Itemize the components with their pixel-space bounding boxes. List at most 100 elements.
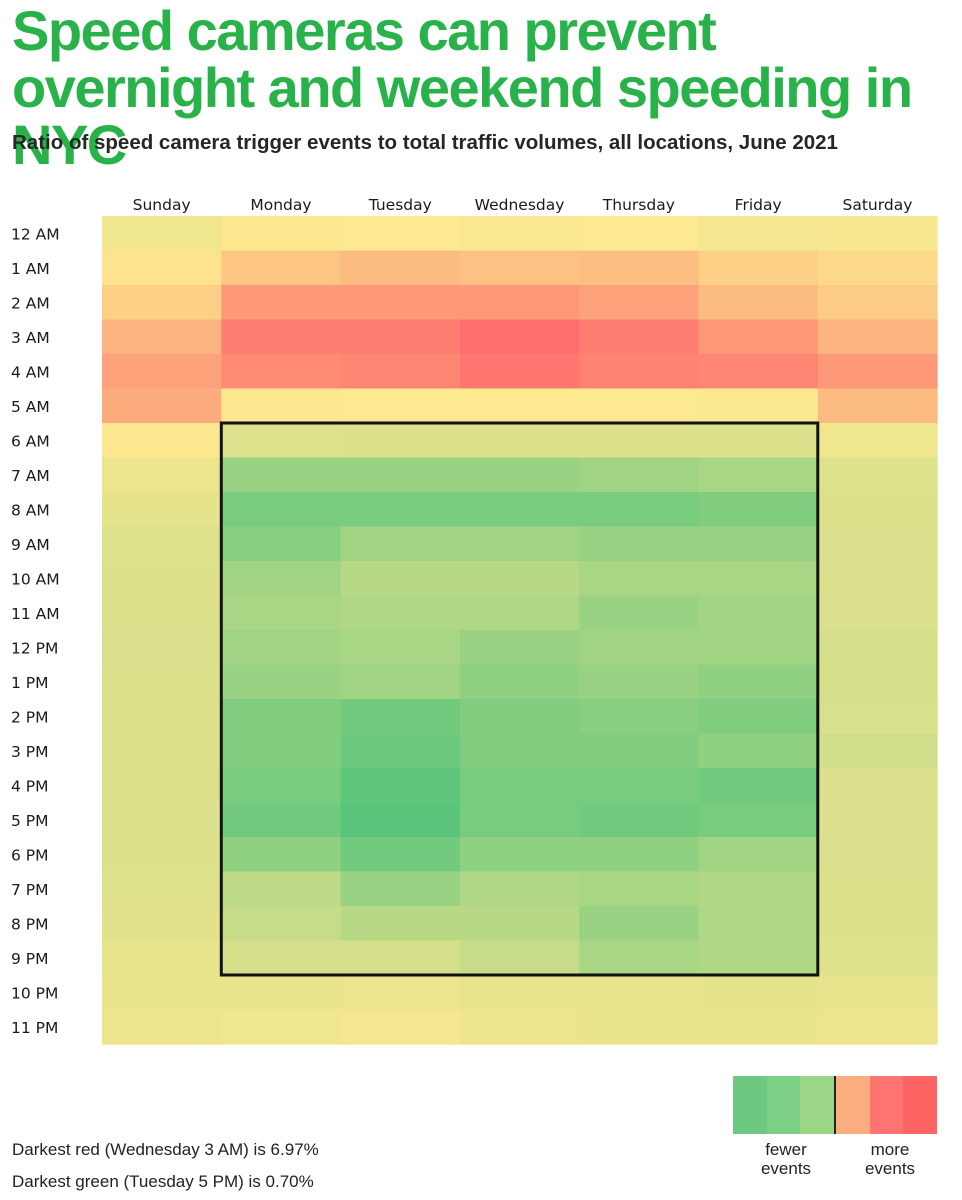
heatmap-cell bbox=[459, 664, 580, 700]
heatmap-cell bbox=[221, 906, 342, 942]
hour-label: 7 PM bbox=[11, 881, 49, 899]
heatmap-cell bbox=[817, 975, 938, 1011]
heatmap-cell bbox=[221, 388, 342, 424]
heatmap-cell bbox=[698, 595, 819, 631]
heatmap-cell bbox=[579, 285, 700, 321]
legend-high-label: more events bbox=[864, 1140, 916, 1178]
heatmap-cell bbox=[698, 526, 819, 562]
heatmap-cell bbox=[817, 871, 938, 907]
heatmap-cell bbox=[579, 733, 700, 769]
heatmap-cell bbox=[579, 561, 700, 597]
heatmap-cell bbox=[221, 975, 342, 1011]
heatmap-cell bbox=[698, 423, 819, 459]
heatmap-cell bbox=[340, 733, 461, 769]
legend-swatch bbox=[800, 1076, 835, 1134]
heatmap-cell bbox=[221, 457, 342, 493]
heatmap-cell bbox=[459, 216, 580, 252]
heatmap-cell bbox=[579, 354, 700, 390]
color-legend bbox=[733, 1076, 938, 1134]
hour-label: 9 AM bbox=[11, 536, 50, 554]
darkest-green-note: Darkest green (Tuesday 5 PM) is 0.70% bbox=[12, 1172, 314, 1191]
legend-swatch bbox=[869, 1076, 904, 1134]
day-label: Tuesday bbox=[368, 196, 432, 214]
heatmap-cell bbox=[340, 664, 461, 700]
heatmap-cell bbox=[102, 768, 222, 804]
heatmap-cell bbox=[817, 457, 938, 493]
hour-label: 1 PM bbox=[11, 674, 49, 692]
legend-swatch bbox=[903, 1076, 938, 1134]
day-label: Friday bbox=[735, 196, 782, 214]
heatmap-cell bbox=[579, 492, 700, 528]
heatmap-cell bbox=[340, 1009, 461, 1045]
heatmap-cell bbox=[221, 802, 342, 838]
hour-label: 5 PM bbox=[11, 812, 49, 830]
heatmap-cell bbox=[459, 802, 580, 838]
heatmap-cell bbox=[459, 285, 580, 321]
heatmap-cell bbox=[102, 837, 222, 873]
heatmap-cell bbox=[340, 802, 461, 838]
heatmap-cell bbox=[817, 492, 938, 528]
day-label: Saturday bbox=[843, 196, 913, 214]
day-label: Monday bbox=[250, 196, 311, 214]
heatmap-cell bbox=[102, 319, 222, 355]
hour-label: 12 AM bbox=[11, 225, 60, 243]
heatmap-cell bbox=[102, 354, 222, 390]
heatmap-cell bbox=[221, 871, 342, 907]
hour-label: 10 AM bbox=[11, 570, 60, 588]
heatmap-chart: Sunday Monday Tuesday Wednesday Thursday Frid… bbox=[11, 196, 938, 1045]
heatmap-cell bbox=[102, 526, 222, 562]
heatmap-cell bbox=[579, 871, 700, 907]
hour-label: 11 AM bbox=[11, 605, 60, 623]
heatmap-cell bbox=[102, 595, 222, 631]
heatmap-cell bbox=[459, 837, 580, 873]
hour-label: 2 PM bbox=[11, 708, 49, 726]
heatmap-cell bbox=[102, 216, 222, 252]
chart-title: Speed cameras can prevent overnight and … bbox=[12, 0, 913, 176]
legend-swatch bbox=[733, 1076, 767, 1134]
heatmap-cell bbox=[698, 354, 819, 390]
heatmap-cell bbox=[459, 388, 580, 424]
day-labels: Sunday Monday Tuesday Wednesday Thursday Frid… bbox=[133, 196, 913, 214]
weekday-daytime-box bbox=[219, 421, 820, 977]
heatmap-cell bbox=[340, 561, 461, 597]
heatmap-cell bbox=[340, 388, 461, 424]
heatmap-cell bbox=[579, 319, 700, 355]
heatmap-cell bbox=[459, 561, 580, 597]
hour-label: 2 AM bbox=[11, 294, 50, 312]
heatmap-cell bbox=[698, 975, 819, 1011]
heatmap-cell bbox=[698, 837, 819, 873]
heatmap-cell bbox=[579, 595, 700, 631]
chart-subtitle: Ratio of speed camera trigger events to … bbox=[12, 131, 838, 154]
legend-swatch bbox=[766, 1076, 801, 1134]
heatmap-cell bbox=[698, 699, 819, 735]
heatmap-cell bbox=[817, 250, 938, 286]
heatmap-cell bbox=[340, 285, 461, 321]
heatmap-cell bbox=[221, 768, 342, 804]
hour-label: 8 AM bbox=[11, 501, 50, 519]
heatmap-cell bbox=[221, 319, 342, 355]
heatmap-cell bbox=[459, 940, 580, 976]
heatmap-cell bbox=[102, 285, 222, 321]
heatmap-cell bbox=[221, 285, 342, 321]
heatmap-cell bbox=[817, 595, 938, 631]
heatmap-cell bbox=[817, 285, 938, 321]
hour-label: 4 AM bbox=[11, 363, 50, 381]
heatmap-cell bbox=[102, 561, 222, 597]
heatmap-cell bbox=[102, 940, 222, 976]
heatmap-cell bbox=[221, 1009, 342, 1045]
legend-low-label: fewer events bbox=[760, 1140, 812, 1178]
hour-label: 3 AM bbox=[11, 329, 50, 347]
heatmap-cell bbox=[698, 630, 819, 666]
heatmap-cell bbox=[579, 526, 700, 562]
heatmap-cell bbox=[817, 664, 938, 700]
heatmap-cell bbox=[102, 871, 222, 907]
heatmap-cell bbox=[817, 906, 938, 942]
heatmap-cell bbox=[459, 319, 580, 355]
heatmap-cell bbox=[340, 975, 461, 1011]
heatmap-cell bbox=[221, 630, 342, 666]
heatmap-cell bbox=[579, 423, 700, 459]
heatmap-cell bbox=[102, 388, 222, 424]
heatmap-cell bbox=[698, 768, 819, 804]
heatmap-cell bbox=[459, 630, 580, 666]
heatmap-cell bbox=[698, 733, 819, 769]
